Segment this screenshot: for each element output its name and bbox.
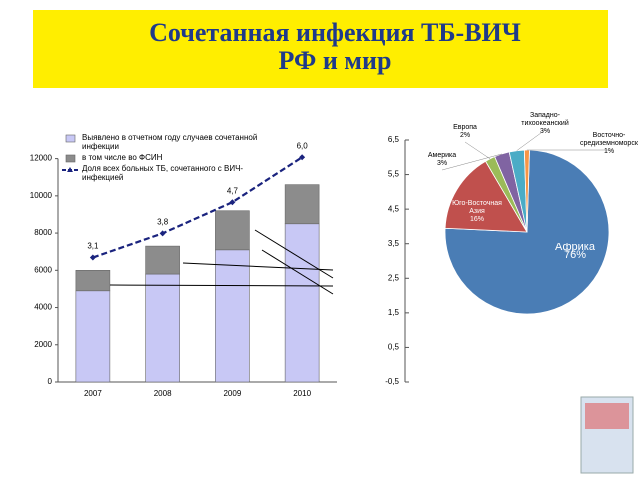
line-marker: [89, 254, 96, 261]
bar: [145, 245, 180, 275]
leader-line: [516, 129, 546, 151]
legend-label-text: Доля всех больных ТБ, сочетанного с ВИЧ-…: [82, 164, 244, 182]
y-tick-label: 4000: [34, 303, 52, 312]
bar: [75, 270, 111, 292]
leader-line: [441, 153, 502, 171]
data-label: 4,7: [227, 186, 239, 195]
y-tick-label: 2000: [34, 340, 52, 349]
pie-category: Африка: [555, 243, 595, 253]
y-tick-label: 6000: [34, 265, 52, 274]
x-tick-label: 2008: [154, 389, 172, 398]
line-marker: [159, 230, 166, 237]
title-box: [33, 10, 608, 88]
pie-category: Америка: [427, 152, 457, 159]
subtitle: РФ и мир: [279, 46, 392, 75]
x-tick-label: 2007: [84, 389, 102, 398]
legend-label-text: в том числе во ФСИН: [82, 153, 163, 162]
line-marker: [299, 154, 306, 161]
pie-value-label: 3%: [539, 128, 551, 135]
line: [92, 156, 303, 259]
arrow: [182, 262, 334, 271]
x-tick-label: 2009: [223, 389, 241, 398]
line-marker: [229, 199, 236, 206]
y2-tick-label: -0,5: [385, 377, 399, 386]
y2-tick-label: 4,5: [388, 204, 400, 213]
arrow: [254, 229, 334, 279]
legend-label-text: Выявлено в отчетном году случаев сочетан…: [82, 133, 258, 151]
data-label: 3,1: [87, 242, 99, 251]
book-map: [585, 403, 629, 429]
bar: [215, 249, 250, 383]
bar: [215, 210, 250, 251]
pie-value-label: 3%: [436, 160, 448, 167]
pie-slice: [444, 160, 528, 233]
title: Сочетанная инфекция ТБ-ВИЧ: [149, 18, 521, 47]
bar: [145, 273, 180, 383]
y2-tick-label: 0,5: [388, 343, 400, 352]
arrow: [109, 284, 334, 287]
y-tick-label: 0: [48, 377, 53, 386]
pie-category: Юго-Восточная Азия: [452, 200, 502, 215]
y-tick-label: 8000: [34, 228, 52, 237]
pie-value-label: 76%: [563, 249, 587, 261]
pie-value-label: 16%: [469, 216, 484, 223]
legend-label: Доля всех больных ТБ, сочетанного с ВИЧ-…: [82, 164, 244, 182]
data-label: 6,0: [297, 141, 309, 150]
y2-tick-label: 5,5: [388, 170, 400, 179]
x-tick-label: 2010: [293, 389, 311, 398]
y2-tick-label: 2,5: [388, 273, 400, 282]
y-tick-label: 10000: [30, 191, 53, 200]
legend-swatch: [65, 154, 76, 163]
bar: [284, 223, 320, 383]
pie-category: Восточно-средиземноморский: [580, 132, 638, 147]
leader-line: [464, 141, 491, 160]
data-label: 3,8: [157, 217, 169, 226]
arrow: [261, 249, 334, 295]
y2-tick-label: 6,5: [388, 135, 400, 144]
bar: [75, 290, 111, 383]
pie-value-label: 2%: [459, 132, 471, 139]
y2-tick-label: 3,5: [388, 239, 400, 248]
legend-swatch: [65, 134, 76, 143]
legend-label: Выявлено в отчетном году случаев сочетан…: [82, 133, 258, 151]
pie-category: Западно-тихоокеанский: [521, 112, 569, 127]
legend-label: в том числе во ФСИН: [82, 153, 163, 162]
y2-tick-label: 1,5: [388, 308, 400, 317]
pie-label: Восточно-средиземноморский1%: [580, 132, 638, 155]
pie-value-label: 1%: [603, 148, 615, 155]
y-tick-label: 12000: [30, 154, 53, 163]
legend-marker: [67, 167, 73, 172]
bar: [284, 184, 320, 225]
pie-category: Европа: [453, 124, 477, 131]
